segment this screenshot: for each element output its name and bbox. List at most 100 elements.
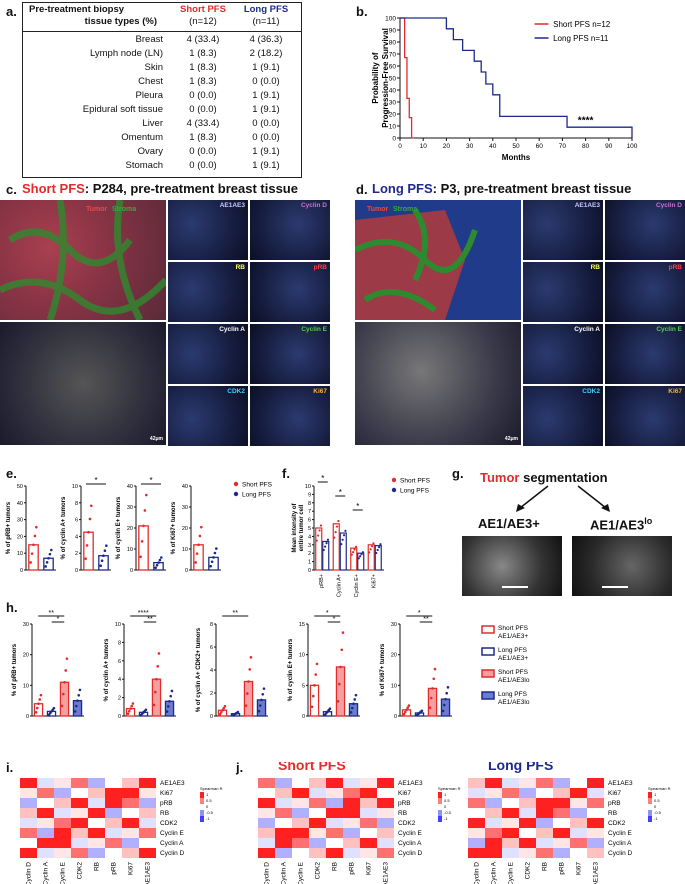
long-pfs-cell: 1 (9.1) (252, 62, 280, 73)
e2-point (160, 556, 163, 559)
panel-f-bar-chart: 0 1 2 3 4 5 6 7 8 9 10 Mean intensity of entire tumo… (292, 474, 431, 597)
heatmap-row-label: pRB (398, 800, 411, 807)
panel-c-tumor-label: Tumor (86, 206, 108, 213)
heatmap-row-label: Cyclin E (608, 830, 633, 837)
heatmap-col-label: RB (332, 862, 339, 871)
h3-point (328, 707, 332, 711)
heatmap-cell (122, 818, 139, 828)
table-row: Ovary 0 (0.0) 1 (9.1) (23, 145, 301, 159)
h-legend-swatch (481, 647, 495, 656)
heatmap-cell (122, 788, 139, 798)
h1-point (129, 707, 132, 710)
panel-letter-g: g. (452, 466, 464, 481)
heatmap-cell (88, 808, 105, 818)
heatmap-cell (20, 848, 37, 858)
heatmap-cell (519, 838, 536, 848)
f-category-label: pRB+ (319, 574, 325, 588)
f-point (322, 548, 325, 552)
panel-letter-c: c. (6, 182, 17, 197)
panel-c-tile-label: CDK2 (227, 388, 245, 395)
heatmap-cell (485, 828, 502, 838)
long-pfs-cell: 1 (9.1) (252, 90, 280, 101)
h2-point (236, 710, 240, 714)
significance-annotation: **** (578, 116, 594, 127)
heatmap-cell (553, 808, 570, 818)
e0-y-tick-label: 20 (17, 534, 23, 540)
heatmap-row-label: Cyclin E (398, 830, 423, 837)
panel-letter-i: i. (6, 760, 14, 775)
e1-point (99, 564, 102, 568)
f-bar (315, 527, 323, 571)
heatmap-cell (292, 838, 309, 848)
h1-y-tick-label: 2 (118, 696, 121, 702)
f-point (315, 539, 318, 542)
heatmap-cell (292, 798, 309, 808)
e2-point (154, 566, 157, 570)
heatmap-row-label: RB (398, 810, 407, 817)
long-pfs-cell: 0 (0.0) (252, 132, 280, 143)
e0-point (35, 525, 38, 529)
heatmap-cell (536, 828, 553, 838)
heatmap-cell (536, 778, 553, 788)
heatmap-cell (536, 848, 553, 858)
short-pfs-cell: 0 (0.0) (189, 90, 217, 101)
e1-y-tick-label: 4 (75, 534, 78, 540)
heatmap-cell (553, 788, 570, 798)
h3-point (354, 693, 358, 697)
h1-point (144, 708, 148, 712)
f-sig-label: * (321, 474, 324, 483)
f-y-tick-label: 4 (308, 534, 311, 540)
h4-bar (440, 698, 451, 717)
e1-y-tick-label: 6 (75, 518, 78, 524)
panel-d-scale-bar: 42μm (504, 436, 518, 442)
h1-point (153, 690, 157, 694)
e1-point (84, 557, 87, 560)
h3-point (314, 673, 318, 676)
heatmap-cell (275, 798, 292, 808)
heatmap-cell (292, 848, 309, 858)
x-tick-label: 60 (536, 143, 544, 150)
heatmap-cell (139, 788, 156, 798)
heatmap-cell (275, 838, 292, 848)
heatmap-cell (54, 808, 71, 818)
panel-d-tile-label: Cyclin E (656, 326, 682, 333)
long-pfs-cell: 2 (18.2) (249, 48, 283, 59)
e0-y-axis-label: % of pRB+ tumors (6, 501, 12, 554)
heatmap-cell (536, 808, 553, 818)
panel-letter-d: d. (356, 182, 368, 197)
panel-c-stroma-pattern (0, 200, 166, 320)
x-tick-label: 80 (582, 143, 590, 150)
heatmap-cell (377, 808, 394, 818)
heatmap-cell (587, 798, 604, 808)
heatmap-cell (105, 828, 122, 838)
f-point (319, 524, 323, 527)
heatmap-row-label: AE1AE3 (608, 780, 633, 787)
panel-c-tile: Ki67 (250, 386, 330, 446)
f-legend-marker (391, 487, 397, 493)
panel-c-tile: RB (168, 262, 248, 322)
colorbar-title: Spearman R (200, 786, 223, 791)
heatmap-cell (570, 778, 587, 788)
e1-point (103, 549, 107, 553)
short-pfs-cell: 0 (0.0) (189, 104, 217, 115)
f-y-tick-label: 1 (308, 560, 311, 566)
heatmap-cell (88, 778, 105, 788)
h2-point (257, 709, 261, 713)
panel-d-tile: AE1AE3 (523, 200, 603, 260)
heatmap-cell (468, 788, 485, 798)
h1-point (169, 694, 173, 698)
heatmap-cell (587, 848, 604, 858)
e3-bar (208, 556, 219, 571)
colorbar-tick: -1 (444, 816, 448, 821)
heatmap-cell (502, 788, 519, 798)
h0-point (63, 680, 66, 684)
heatmap-row-label: pRB (160, 800, 173, 807)
heatmap-col-label: Ki67 (128, 862, 135, 875)
e0-point (45, 561, 49, 564)
tissue-type-cell: Ovary (137, 146, 163, 157)
h3-point (349, 711, 353, 714)
heatmap-cell (377, 828, 394, 838)
table-row: Chest 1 (8.3) 0 (0.0) (23, 75, 301, 89)
f-point (350, 553, 353, 556)
e2-y-tick-label: 40 (127, 484, 133, 490)
